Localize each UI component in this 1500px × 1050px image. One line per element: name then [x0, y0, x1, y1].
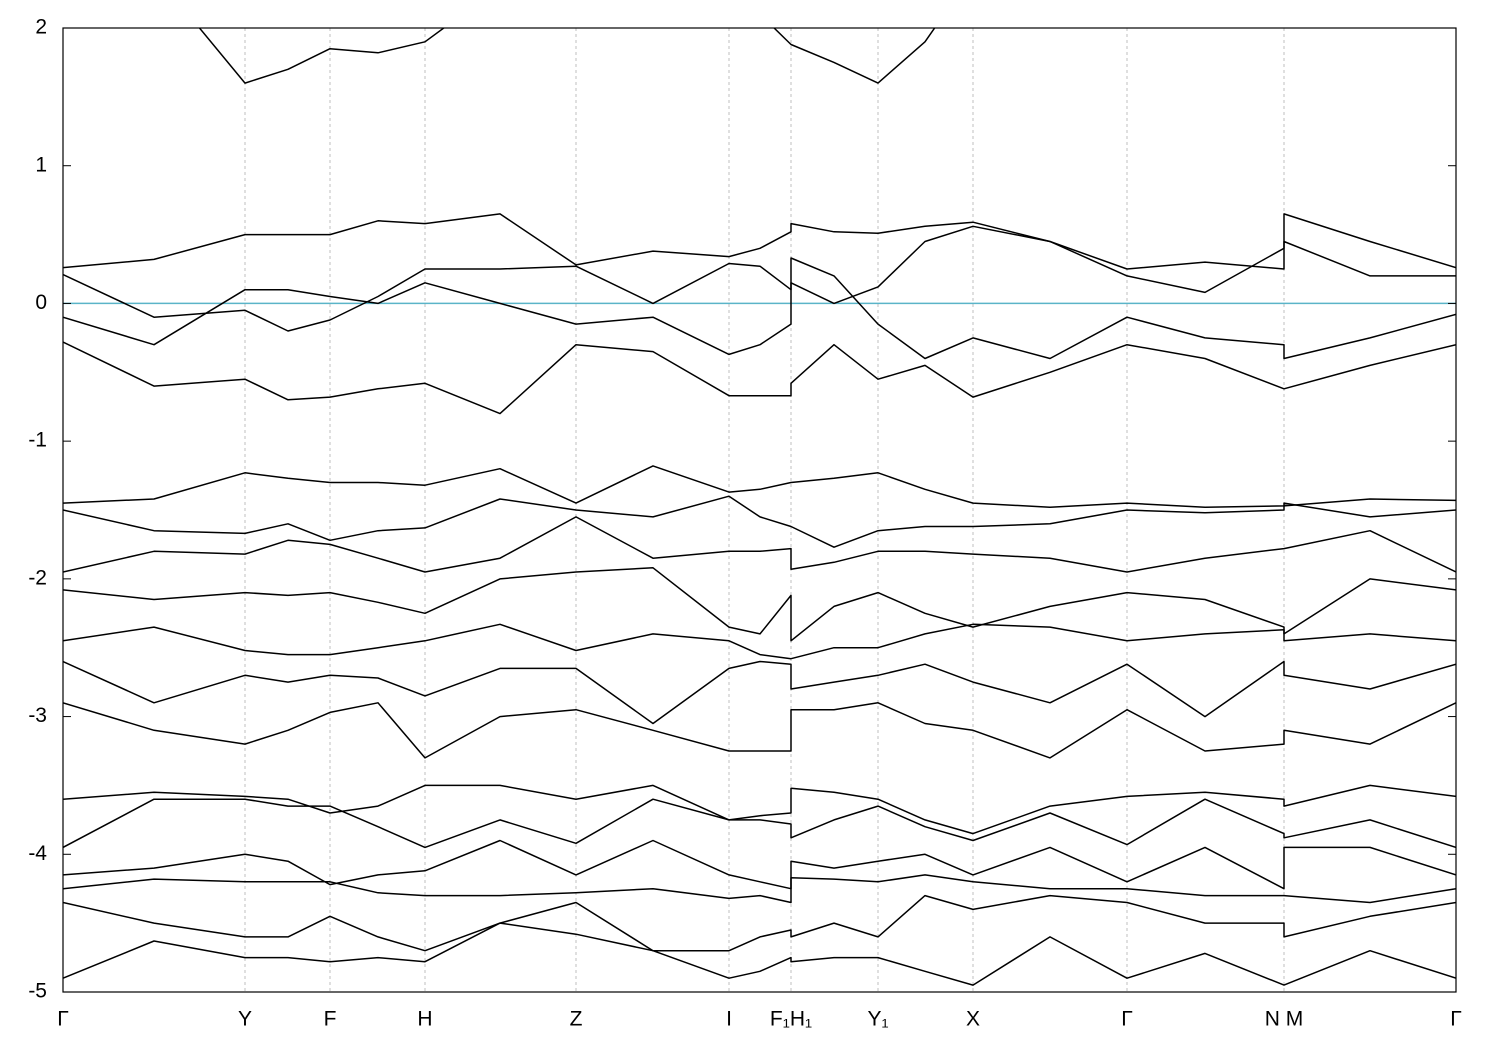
- band-line: [63, 894, 1456, 952]
- x-tick-label: Γ: [1450, 1008, 1462, 1031]
- y-tick-label: -1: [28, 429, 47, 452]
- grid: [62, 28, 1457, 992]
- x-tick-label: F₁H₁: [770, 1008, 812, 1031]
- band-line: [63, 623, 1456, 660]
- x-tick-label: Z: [570, 1008, 583, 1031]
- x-tick-label: I: [726, 1008, 732, 1031]
- bands: [63, 28, 1456, 986]
- x-tick-label: H: [417, 1008, 432, 1031]
- y-tick-label: 0: [35, 291, 47, 314]
- band-line: [63, 567, 1456, 642]
- band-line: [63, 798, 1456, 849]
- band-line: [63, 784, 1456, 835]
- band-line: [63, 225, 1456, 356]
- band-line: [63, 465, 1456, 508]
- band-line: [63, 495, 1456, 548]
- band-line: [63, 702, 1456, 759]
- band-line: [198, 28, 936, 84]
- plot-frame: [62, 27, 1457, 993]
- y-tick-label: -5: [28, 980, 47, 1003]
- x-tick-label: Y: [238, 1008, 252, 1031]
- y-tick-label: 1: [35, 153, 47, 176]
- x-tick-label: N M: [1265, 1008, 1304, 1031]
- y-tick-label: -4: [28, 842, 47, 865]
- x-tick-label: Γ: [57, 1008, 69, 1031]
- band-line: [63, 516, 1456, 573]
- x-tick-label: F: [324, 1008, 337, 1031]
- x-tick-label: X: [966, 1008, 980, 1031]
- band-line: [63, 660, 1456, 725]
- band-line: [63, 213, 1456, 270]
- x-tick-label: Y₁: [867, 1008, 888, 1031]
- band-line: [63, 874, 1456, 904]
- band-line: [63, 922, 1456, 986]
- x-tick-label: Γ: [1121, 1008, 1133, 1031]
- band-line: [63, 257, 1456, 360]
- y-tick-label: -2: [28, 566, 47, 589]
- band-line: [63, 341, 1456, 415]
- y-tick-label: 2: [35, 16, 47, 39]
- labels: 2 1 0 -1 -2 -3 -4 -5 Γ Y F H Z I F₁H₁ Y₁ X Γ N M Γ: [28, 16, 1461, 1031]
- y-tick-label: -3: [28, 704, 47, 727]
